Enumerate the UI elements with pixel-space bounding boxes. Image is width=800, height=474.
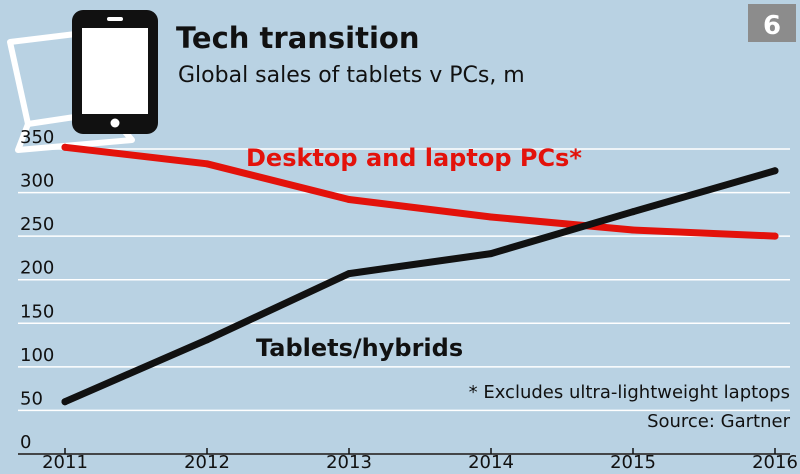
y-tick-label: 200 [20,258,54,279]
y-tick-label: 350 [20,127,54,148]
x-tick-label: 2011 [42,452,88,473]
x-tick-label: 2015 [610,452,656,473]
data-point-pcs [487,213,495,221]
footnote: * Excludes ultra-lightweight laptops [469,382,790,403]
x-tick-label: 2016 [752,452,798,473]
series-label-pcs: Desktop and laptop PCs* [246,144,582,172]
x-tick-label: 2013 [326,452,372,473]
y-tick-label: 150 [20,301,54,322]
series-line-tablets [61,167,779,406]
data-point-tablets [487,250,495,258]
data-point-pcs [629,226,637,234]
data-point-tablets [345,270,353,278]
data-point-pcs [203,160,211,168]
data-point-pcs [771,232,779,240]
data-point-pcs [345,196,353,204]
y-tick-label: 0 [20,432,31,453]
data-point-tablets [629,208,637,216]
x-tick-label: 2014 [468,452,514,473]
data-point-tablets [203,336,211,344]
source-note: Source: Gartner [647,411,791,432]
y-tick-label: 300 [20,171,54,192]
y-tick-label: 250 [20,214,54,235]
data-point-tablets [61,398,69,406]
chart-subtitle: Global sales of tablets v PCs, m [178,63,525,88]
chart-title: Tech transition [176,21,419,55]
data-point-tablets [771,167,779,175]
series-label-tablets: Tablets/hybrids [256,334,463,362]
badge-number: 6 [763,11,781,41]
chart-number-badge: 6 [748,4,796,42]
x-tick-label: 2012 [184,452,230,473]
tablet-icon [72,10,158,134]
y-tick-label: 50 [20,388,43,409]
y-tick-label: 100 [20,345,54,366]
data-point-pcs [61,143,69,151]
series-line-pcs [61,143,779,240]
